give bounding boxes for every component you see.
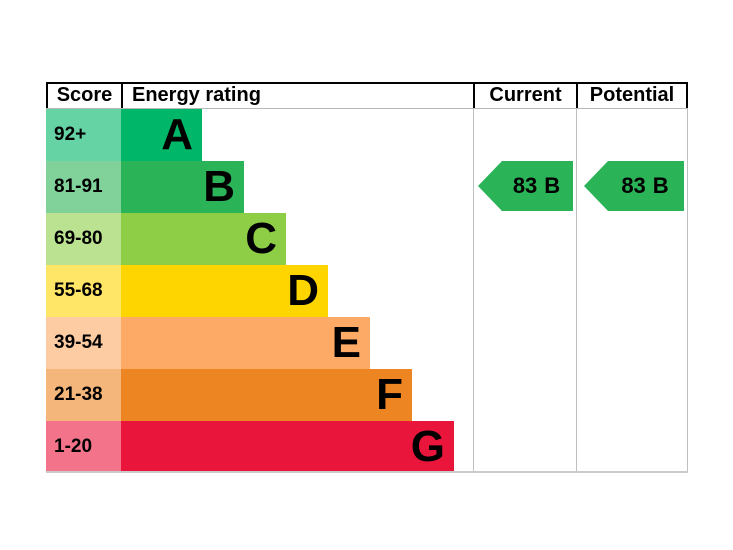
band-score: 69-80 [46,213,121,265]
header-potential: Potential [576,84,688,108]
band-row-f: 21-38 F [46,369,688,421]
band-row-g: 1-20 G [46,421,688,473]
band-bar-g: G [121,421,454,473]
header-current: Current [473,84,576,108]
band-bar-c: C [121,213,286,265]
band-score: 55-68 [46,265,121,317]
band-row-a: 92+ A [46,109,688,161]
band-score: 1-20 [46,421,121,473]
band-row-b: 81-91 B [46,161,688,213]
header-energy-rating: Energy rating [121,84,473,108]
band-bar-e: E [121,317,370,369]
energy-rating-table: Score Energy rating Current Potential 92… [46,82,688,473]
band-letter: C [245,214,277,263]
band-rows: 92+ A 81-91 B 69-80 C 55-68 D 39-54 E 21… [46,109,688,473]
potential-column-divider [575,108,577,472]
band-score: 81-91 [46,161,121,213]
current-rating-score: 83 [512,173,538,198]
band-score: 92+ [46,109,121,161]
band-letter: A [161,110,193,159]
header-score: Score [46,84,121,108]
band-letter: G [410,422,445,471]
table-header: Score Energy rating Current Potential [46,82,688,108]
band-score: 39-54 [46,317,121,369]
band-letter: D [287,266,319,315]
band-bar-b: B [121,161,244,213]
band-bar-a: A [121,109,202,161]
current-rating-band: B [544,173,561,198]
band-score: 21-38 [46,369,121,421]
band-bar-f: F [121,369,412,421]
current-column-divider [472,108,474,472]
band-row-e: 39-54 E [46,317,688,369]
band-letter: F [376,370,403,419]
table-right-border [686,108,688,472]
band-row-c: 69-80 C [46,213,688,265]
potential-rating-band: B [652,173,669,198]
table-bottom-border [46,471,688,473]
potential-rating-arrow: 83 B [584,161,684,211]
band-row-d: 55-68 D [46,265,688,317]
band-letter: B [203,162,235,211]
header-underline [46,108,688,109]
band-letter: E [331,318,361,367]
potential-rating-score: 83 [621,173,646,198]
band-bar-d: D [121,265,328,317]
